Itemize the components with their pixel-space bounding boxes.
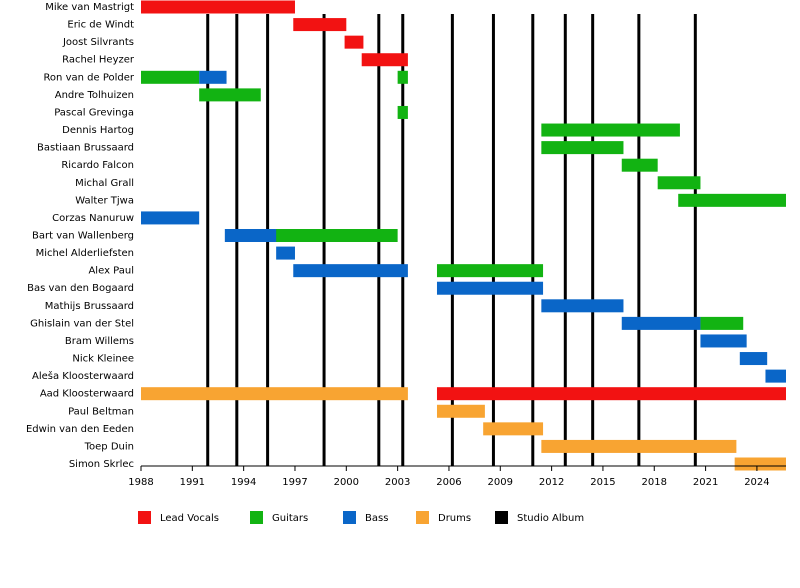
- member-label: Pascal Grevinga: [54, 107, 134, 118]
- member-label: Corzas Nanuruw: [52, 213, 134, 224]
- x-tick-label: 1988: [128, 477, 153, 488]
- tenure-bar: [199, 70, 227, 84]
- tenure-bar: [293, 264, 408, 278]
- member-label: Simon Skrlec: [69, 459, 134, 470]
- tenure-bar: [541, 123, 680, 137]
- x-tick-label: 2024: [744, 477, 769, 488]
- member-label: Joost Silvrants: [62, 37, 134, 48]
- tenure-bar: [700, 334, 747, 348]
- x-tick-label: 1991: [180, 477, 205, 488]
- x-tick-label: 2018: [642, 477, 667, 488]
- member-label: Michal Grall: [75, 178, 134, 189]
- tenure-bar: [397, 105, 408, 119]
- member-label: Aleša Kloosterwaard: [32, 370, 134, 382]
- member-label: Bastiaan Brussaard: [37, 143, 134, 154]
- tenure-bar: [541, 299, 624, 313]
- member-label: Ron van de Polder: [43, 72, 134, 83]
- member-label: Eric de Windt: [67, 20, 134, 31]
- tenure-bar: [436, 281, 544, 295]
- x-tick-label: 1997: [282, 477, 307, 488]
- tenure-bar: [436, 404, 485, 418]
- x-tick-label: 2012: [539, 477, 564, 488]
- legend-swatch: [495, 511, 508, 524]
- tenure-bar: [260, 229, 398, 242]
- member-label: Michel Alderliefsten: [36, 248, 134, 259]
- legend-label: Studio Album: [517, 513, 584, 524]
- legend-label: Lead Vocals: [160, 513, 219, 524]
- tenure-bar: [276, 246, 295, 260]
- x-tick-label: 2015: [590, 477, 615, 488]
- member-label: Bas van den Bogaard: [27, 283, 134, 294]
- member-label: Alex Paul: [88, 266, 134, 277]
- legend-label: Guitars: [272, 513, 308, 524]
- member-label: Bram Willems: [65, 336, 134, 347]
- tenure-bar: [361, 53, 408, 67]
- x-tick-label: 2003: [385, 477, 410, 488]
- member-label: Mike van Mastrigt: [45, 2, 134, 13]
- tenure-bar: [141, 387, 408, 401]
- tenure-bar: [224, 229, 277, 242]
- x-tick-label: 2009: [488, 477, 513, 488]
- legend-label: Drums: [438, 513, 471, 524]
- member-label: Mathijs Brussaard: [45, 301, 134, 312]
- member-label: Aad Kloosterwaard: [40, 389, 134, 400]
- legend-swatch: [343, 511, 356, 524]
- member-label: Walter Tjwa: [75, 195, 134, 206]
- legend-swatch: [250, 511, 263, 524]
- tenure-bar: [621, 316, 701, 330]
- tenure-bar: [397, 70, 408, 84]
- tenure-bar: [141, 211, 200, 225]
- legend-swatch: [138, 511, 151, 524]
- legend-swatch: [416, 511, 429, 524]
- x-tick-label: 2006: [436, 477, 461, 488]
- member-label: Toep Duin: [84, 441, 134, 452]
- tenure-bar: [621, 158, 658, 172]
- tenure-bar: [739, 352, 768, 366]
- member-label: Ghislain van der Stel: [30, 318, 134, 329]
- member-label: Rachel Heyzer: [62, 55, 135, 66]
- tenure-bar: [436, 264, 544, 278]
- tenure-bar: [436, 387, 786, 401]
- x-tick-label: 2021: [693, 477, 718, 488]
- tenure-bar: [678, 193, 786, 207]
- tenure-bar: [657, 176, 701, 190]
- x-tick-label: 2000: [334, 477, 359, 488]
- tenure-bar: [344, 35, 364, 49]
- tenure-bar: [483, 422, 544, 436]
- tenure-bar: [293, 18, 347, 32]
- member-label: Edwin van den Eeden: [26, 424, 134, 435]
- tenure-bar: [541, 141, 624, 155]
- member-label: Ricardo Falcon: [61, 160, 134, 171]
- member-label: Paul Beltman: [68, 406, 134, 417]
- tenure-bar: [765, 369, 786, 383]
- member-label: Dennis Hartog: [62, 125, 134, 136]
- member-label: Bart van Wallenberg: [32, 231, 134, 242]
- member-label: Nick Kleinee: [72, 354, 134, 365]
- member-label: Andre Tolhuizen: [55, 90, 134, 101]
- x-tick-label: 1994: [231, 477, 256, 488]
- tenure-bar: [700, 316, 744, 330]
- tenure-bar: [141, 70, 200, 84]
- tenure-bar: [199, 88, 261, 102]
- tenure-bar: [734, 457, 786, 471]
- tenure-bar: [541, 439, 737, 453]
- tenure-bar: [141, 0, 295, 14]
- legend-label: Bass: [365, 513, 388, 524]
